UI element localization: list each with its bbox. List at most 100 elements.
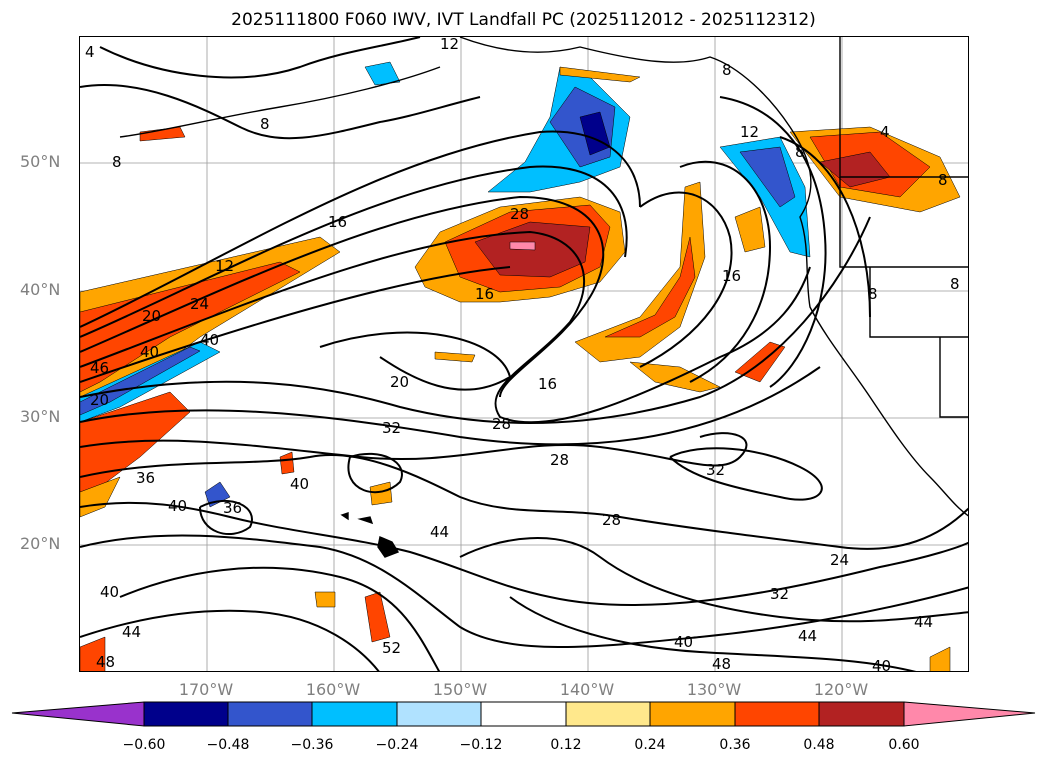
contour-label: 8 (795, 143, 805, 161)
blob-orange-4 (314, 591, 336, 608)
contour-label: 20 (142, 307, 161, 325)
contour-label: 32 (706, 461, 725, 479)
contour-label: 24 (830, 551, 849, 569)
colorbar-extend-low (11, 701, 145, 727)
contour-label: 46 (90, 359, 109, 377)
lon-label-140w: 140°W (559, 680, 615, 699)
colorbar-swatch (143, 701, 229, 727)
blob-orange-7 (80, 636, 106, 671)
contour-label: 8 (722, 61, 732, 79)
contour-label: 40 (290, 475, 309, 493)
lon-label-130w: 130°W (686, 680, 742, 699)
lat-label-40: 40°N (20, 280, 61, 299)
contour-label: 28 (510, 205, 529, 223)
contour-label: 48 (96, 653, 115, 671)
lat-label-30: 30°N (20, 407, 61, 426)
colorbar-tick: −0.60 (122, 737, 166, 753)
colorbar-swatch (396, 701, 482, 727)
colorbar-tick: −0.12 (459, 737, 503, 753)
region-sw-dblue (80, 346, 201, 416)
contour-label: 44 (798, 627, 817, 645)
contour-label: 40 (168, 497, 187, 515)
region-center-pink (509, 241, 536, 251)
colorbar-swatch (565, 701, 651, 727)
region-east-orange2 (629, 361, 721, 393)
coastline (119, 37, 968, 558)
contour-label: 52 (382, 639, 401, 657)
blob-orange-3 (364, 591, 391, 643)
colorbar-swatch (818, 701, 905, 727)
colorbar (11, 701, 1036, 727)
contour-label: 40 (674, 633, 693, 651)
contour-label: 8 (868, 285, 878, 303)
blob-orange-9 (559, 66, 641, 83)
contour-label: 36 (223, 499, 242, 517)
colorbar-swatch (649, 701, 736, 727)
lat-label-50: 50°N (20, 152, 61, 171)
blob-blue-1 (204, 481, 231, 508)
region-east-red (604, 236, 696, 338)
region-sw-orange3 (80, 476, 121, 518)
map-plot: 4 12 8 8 8 12 16 28 12 20 24 40 16 20 40… (80, 37, 968, 672)
blob-orange-2 (369, 481, 393, 506)
contour-label: 44 (914, 613, 933, 631)
contour-label: 28 (550, 451, 569, 469)
contour-label: 40 (140, 343, 159, 361)
blob-orange-8 (929, 646, 951, 671)
contour-label: 16 (475, 285, 494, 303)
contour-label: 32 (770, 585, 789, 603)
lon-label-150w: 150°W (432, 680, 488, 699)
lon-label-160w: 160°W (305, 680, 361, 699)
colorbar-tick: 0.60 (888, 737, 920, 753)
colorbar-tick: 0.36 (719, 737, 751, 753)
contour-label: 20 (390, 373, 409, 391)
colorbar-extend-high (903, 701, 1036, 727)
contour-label: 48 (712, 655, 731, 672)
contour-label: 28 (602, 511, 621, 529)
region-pnw-dblue (739, 146, 796, 208)
contour-label: 16 (328, 213, 347, 231)
contour-lines (80, 37, 968, 671)
contour-label: 8 (260, 115, 270, 133)
colorbar-tick: 0.48 (803, 737, 835, 753)
blob-orange-1 (279, 451, 295, 475)
colorbar-tick: −0.36 (290, 737, 334, 753)
contour-label: 12 (215, 257, 234, 275)
lon-label-170w: 170°W (178, 680, 234, 699)
region-sw-red (80, 261, 301, 393)
contour-label: 44 (430, 523, 449, 541)
hawaii-island (377, 536, 400, 558)
map-title: 2025111800 F060 IWV, IVT Landfall PC (20… (231, 10, 816, 30)
colorbar-swatch (227, 701, 313, 727)
contour-label: 16 (538, 375, 557, 393)
colorbar-tick: 0.12 (550, 737, 582, 753)
contour-label: 12 (740, 123, 759, 141)
region-sw-blue (80, 341, 221, 423)
colorbar-swatch (311, 701, 398, 727)
contour-label: 8 (938, 171, 948, 189)
blob-blue-2 (364, 61, 401, 86)
contour-label: 28 (492, 415, 511, 433)
contour-label: 8 (112, 153, 122, 171)
contour-label: 4 (880, 123, 890, 141)
contour-label: 4 (85, 43, 95, 61)
colorbar-swatch (480, 701, 567, 727)
contour-label: 16 (722, 267, 741, 285)
lon-label-120w: 120°W (813, 680, 869, 699)
lat-label-20: 20°N (20, 534, 61, 553)
contour-label: 12 (440, 37, 459, 53)
colorbar-tick: −0.24 (375, 737, 419, 753)
contour-label: 32 (382, 419, 401, 437)
colorbar-tick: −0.48 (206, 737, 250, 753)
contour-label: 24 (190, 295, 209, 313)
contour-label: 44 (122, 623, 141, 641)
filled-regions (80, 61, 961, 671)
contour-label-group: 4 12 8 8 8 12 16 28 12 20 24 40 16 20 40… (85, 37, 960, 672)
contour-label: 40 (200, 331, 219, 349)
contour-label: 8 (950, 275, 960, 293)
contour-label: 40 (872, 657, 891, 672)
contour-label: 40 (100, 583, 119, 601)
colorbar-swatch (734, 701, 820, 727)
colorbar-tick: 0.24 (634, 737, 666, 753)
map-frame: 4 12 8 8 8 12 16 28 12 20 24 40 16 20 40… (79, 36, 969, 672)
